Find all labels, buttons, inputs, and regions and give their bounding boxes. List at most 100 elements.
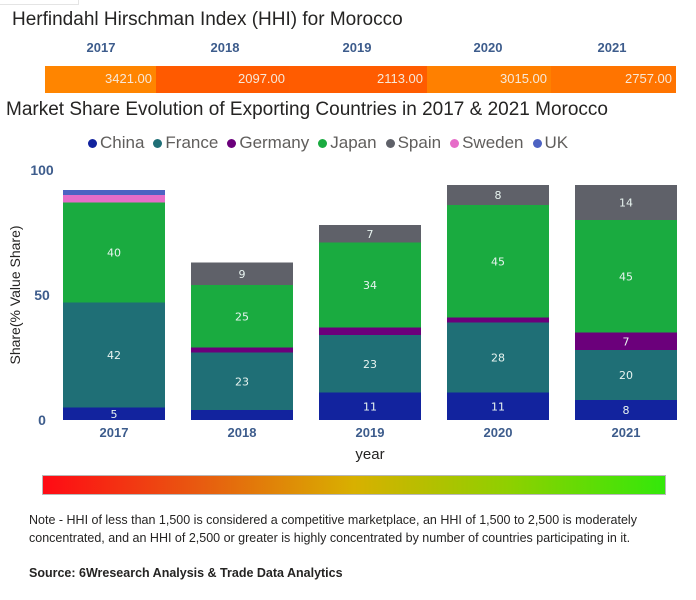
x-tick-label: 2020	[484, 425, 513, 440]
bar-segment-germany[interactable]	[447, 317, 549, 323]
hhi-cell[interactable]: 2113.00	[289, 66, 427, 93]
bar-segment-uk[interactable]	[63, 190, 165, 195]
hhi-strip: 3421.00 2097.00 2113.00 3015.00 2757.00	[45, 66, 676, 93]
bar-segment-spain[interactable]	[575, 185, 677, 220]
data-label: 23	[235, 375, 249, 388]
bar-segment-japan[interactable]	[575, 220, 677, 333]
bar-segment-china[interactable]	[319, 392, 421, 421]
bar-segment-china[interactable]	[191, 410, 293, 420]
legend-label: China	[100, 133, 145, 152]
data-label: 23	[363, 358, 377, 371]
hhi-cell[interactable]: 3421.00	[45, 66, 156, 93]
bar-segment-sweden[interactable]	[63, 195, 165, 203]
y-tick-label: 100	[30, 162, 54, 178]
data-label: 14	[619, 197, 633, 210]
y-tick-label: 50	[34, 287, 50, 303]
bar-segment-china[interactable]	[63, 407, 165, 421]
bar-segment-france[interactable]	[575, 350, 677, 400]
data-label: 7	[623, 335, 630, 348]
bar-segment-china[interactable]	[447, 392, 549, 421]
bar-segment-spain[interactable]	[447, 185, 549, 205]
bar-segment-germany[interactable]	[575, 332, 677, 351]
hhi-cell[interactable]: 3015.00	[427, 66, 551, 93]
hhi-value: 2097.00	[238, 71, 285, 86]
bar-segment-spain[interactable]	[191, 262, 293, 286]
data-label: 40	[107, 247, 121, 260]
hhi-cell[interactable]: 2757.00	[551, 66, 676, 93]
bar-segment-germany[interactable]	[191, 347, 293, 353]
bar-segment-france[interactable]	[63, 302, 165, 408]
corner-frame	[0, 0, 79, 5]
bar-segment-japan[interactable]	[319, 242, 421, 328]
hhi-year-label: 2019	[342, 40, 372, 55]
legend-label: Spain	[397, 133, 442, 152]
hhi-value: 2113.00	[376, 71, 423, 86]
legend-dot-icon	[88, 138, 97, 148]
data-label: 8	[495, 189, 502, 202]
bar-segment-japan[interactable]	[63, 202, 165, 303]
hhi-year-row: 2017 2018 2019 2020 2021	[0, 40, 696, 58]
footer-source: Source: 6Wresearch Analysis & Trade Data…	[29, 566, 343, 580]
footer-note: Note - HHI of less than 1,500 is conside…	[29, 513, 637, 545]
legend-dot-icon	[450, 138, 460, 148]
hhi-year-label: 2020	[473, 40, 503, 55]
hhi-title: Herfindahl Hirschman Index (HHI) for Mor…	[12, 9, 403, 30]
data-label: 9	[239, 268, 246, 281]
hhi-cell[interactable]: 2097.00	[156, 66, 289, 93]
legend-label: UK	[544, 133, 569, 152]
legend-label: Sweden	[462, 133, 524, 152]
data-label: 28	[491, 352, 505, 365]
stacked-bar-chart: 0 50 100 Share(% Value Share) 5 42 40 2017 23 25 9…	[7, 162, 677, 463]
data-label: 42	[107, 349, 121, 362]
hhi-year-label: 2018	[210, 40, 240, 55]
bar-segment-spain[interactable]	[319, 225, 421, 243]
bar-segment-france[interactable]	[319, 335, 421, 393]
legend-item-germany[interactable]: Germany	[227, 133, 309, 153]
data-label: 25	[235, 310, 249, 323]
bar-segment-japan[interactable]	[191, 285, 293, 348]
bar-segment-china[interactable]	[575, 400, 677, 420]
x-tick-label: 2021	[612, 425, 641, 440]
x-tick-label: 2019	[356, 425, 385, 440]
hhi-year-label: 2021	[597, 40, 627, 55]
data-label: 20	[619, 369, 633, 382]
data-label: 11	[363, 400, 377, 413]
hhi-value: 3421.00	[105, 71, 152, 86]
bar-segment-france[interactable]	[191, 352, 293, 411]
legend-label: France	[165, 133, 219, 152]
bar-segment-germany[interactable]	[319, 327, 421, 336]
legend-dot-icon	[318, 138, 328, 148]
x-axis-label: year	[355, 446, 384, 463]
data-label: 45	[491, 255, 505, 268]
y-axis-label: Share(% Value Share)	[7, 225, 23, 364]
legend-dot-icon	[227, 138, 237, 148]
legend-item-japan[interactable]: Japan	[318, 133, 377, 153]
y-tick-label: 0	[38, 412, 46, 428]
legend-item-uk[interactable]: UK	[532, 133, 569, 153]
legend-label: Japan	[330, 133, 377, 152]
hhi-value: 3015.00	[500, 71, 547, 86]
data-label: 7	[367, 228, 374, 241]
data-label: 34	[363, 279, 377, 292]
x-tick-label: 2017	[100, 425, 129, 440]
hhi-year-label: 2017	[86, 40, 116, 55]
chart-legend: China France Germany Japan Spain Sweden …	[88, 133, 568, 153]
x-tick-label: 2018	[228, 425, 257, 440]
data-label: 5	[111, 408, 118, 421]
legend-item-france[interactable]: France	[153, 133, 218, 153]
legend-item-spain[interactable]: Spain	[385, 133, 442, 153]
legend-item-sweden[interactable]: Sweden	[450, 133, 524, 153]
hhi-value: 2757.00	[625, 71, 672, 86]
legend-dot-icon	[532, 138, 542, 148]
legend-dot-icon	[385, 138, 395, 148]
legend-label: Germany	[239, 133, 310, 152]
legend-dot-icon	[153, 138, 163, 148]
data-label: 8	[623, 404, 630, 417]
data-label: 11	[491, 400, 505, 413]
bar-segment-japan[interactable]	[447, 205, 549, 318]
chart-title: Market Share Evolution of Exporting Coun…	[6, 99, 608, 120]
color-scale-bar	[42, 475, 666, 495]
data-label: 45	[619, 270, 633, 283]
bar-segment-france[interactable]	[447, 322, 549, 393]
legend-item-china[interactable]: China	[88, 133, 144, 153]
